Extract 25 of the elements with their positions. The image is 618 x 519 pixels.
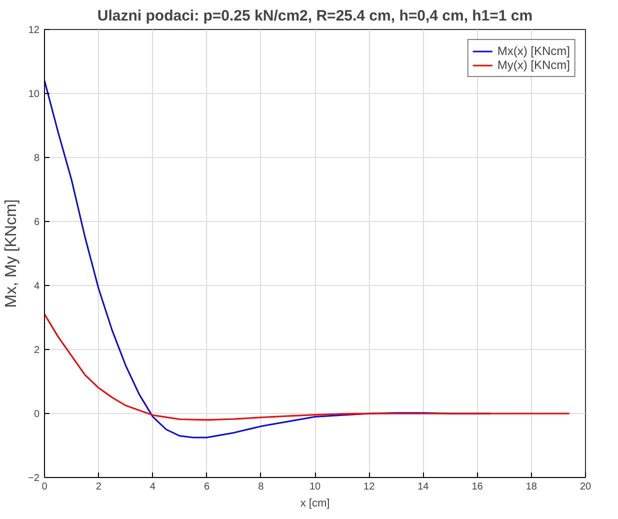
legend-label: Mx(x) [KNcm]: [497, 44, 570, 58]
x-tick-label: 8: [258, 482, 264, 492]
x-tick-label: 18: [526, 482, 538, 492]
x-tick-label: 12: [364, 482, 376, 492]
x-axis-title: x [cm]: [300, 498, 330, 510]
x-tick-label: 2: [96, 482, 102, 492]
y-tick-label: 4: [34, 281, 40, 292]
y-axis-title: Mx, My [KNcm]: [3, 199, 20, 308]
y-tick-label: 8: [34, 153, 40, 164]
chart-title: Ulazni podaci: p=0.25 kN/cm2, R=25.4 cm, h=0,4 cm, h1=1 cm: [97, 8, 533, 24]
x-tick-label: 10: [309, 482, 321, 492]
y-tick-label: 12: [28, 25, 40, 36]
x-tick-label: 20: [580, 482, 592, 492]
y-tick-label: 2: [34, 345, 40, 356]
x-tick-label: 14: [418, 482, 430, 492]
legend-label: My(x) [KNcm]: [497, 58, 570, 72]
line-series: [44, 314, 570, 421]
y-tick-label: −2: [28, 473, 40, 484]
x-tick-label: 16: [472, 482, 484, 492]
x-tick-label: 0: [42, 482, 48, 492]
y-tick-label: 6: [34, 217, 40, 228]
y-tick-label: 0: [34, 409, 40, 420]
x-tick-label: 4: [150, 482, 156, 492]
x-tick-label: 6: [204, 482, 210, 492]
y-tick-label: 10: [28, 89, 40, 100]
